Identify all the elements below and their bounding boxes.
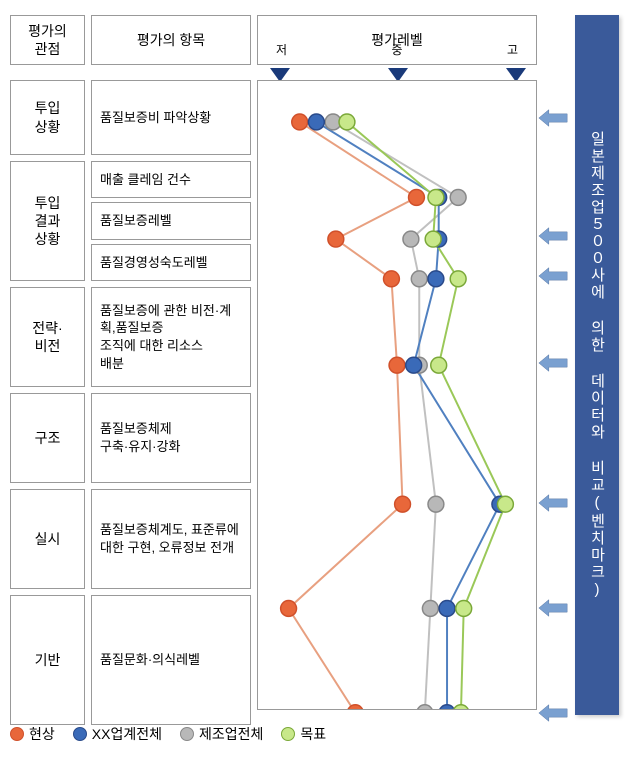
item-cell: 품질보증체계도, 표준류에 대한 구현, 오류정보 전개 xyxy=(91,489,251,589)
table-row: 구조품질보증체제 구축·유지·강화 xyxy=(10,393,251,483)
series-marker xyxy=(417,705,433,709)
legend-label: 목표 xyxy=(300,724,326,744)
series-marker xyxy=(439,705,455,709)
chart-svg xyxy=(258,81,536,709)
series-marker xyxy=(403,231,419,247)
item-column: 품질보증에 관한 비전·계획,품질보증 조직에 대한 리소스 배분 xyxy=(91,287,251,387)
series-marker xyxy=(450,271,466,287)
legend-dot-icon xyxy=(281,727,295,741)
evaluation-chart xyxy=(257,80,537,710)
series-marker xyxy=(339,114,355,130)
header-row: 평가의 관점 평가의 항목 평가레벨 저 중 고 xyxy=(10,15,537,65)
legend-item: XX업계전체 xyxy=(73,724,162,744)
legend-item: 현상 xyxy=(10,724,55,744)
arrow-left-icon xyxy=(536,226,570,246)
item-cell: 품질보증비 파악상황 xyxy=(91,80,251,155)
series-marker xyxy=(450,189,466,205)
series-marker xyxy=(281,601,297,617)
legend-item: 목표 xyxy=(281,724,326,744)
series-marker xyxy=(456,601,472,617)
legend-dot-icon xyxy=(10,727,24,741)
item-cell: 품질보증체제 구축·유지·강화 xyxy=(91,393,251,483)
viewpoint-cell: 투입 결과 상황 xyxy=(10,161,85,281)
series-line xyxy=(289,122,417,709)
arrow-left-icon xyxy=(536,493,570,513)
item-cell: 품질문화·의식레벨 xyxy=(91,595,251,725)
viewpoint-cell: 투입 상황 xyxy=(10,80,85,155)
series-marker xyxy=(428,496,444,512)
legend: 현상 XX업계전체 제조업전체 목표 xyxy=(10,724,326,744)
viewpoint-cell: 기반 xyxy=(10,595,85,725)
series-line xyxy=(316,122,499,709)
legend-item: 제조업전체 xyxy=(180,724,263,744)
series-marker xyxy=(409,189,425,205)
legend-label: 현상 xyxy=(29,724,55,744)
header-viewpoint: 평가의 관점 xyxy=(10,15,85,65)
table-row: 투입 상황품질보증비 파악상황 xyxy=(10,80,251,155)
series-marker xyxy=(328,231,344,247)
arrow-left-icon xyxy=(536,703,570,723)
legend-label: 제조업전체 xyxy=(199,724,263,744)
series-marker xyxy=(389,357,405,373)
series-marker xyxy=(411,271,427,287)
table-row: 전략· 비전품질보증에 관한 비전·계획,품질보증 조직에 대한 리소스 배분 xyxy=(10,287,251,387)
legend-dot-icon xyxy=(73,727,87,741)
header-item: 평가의 항목 xyxy=(91,15,251,65)
series-marker xyxy=(439,601,455,617)
body-rows: 투입 상황품질보증비 파악상황투입 결과 상황매출 클레임 건수품질보증레벨품질… xyxy=(10,80,251,731)
viewpoint-cell: 구조 xyxy=(10,393,85,483)
series-marker xyxy=(395,496,411,512)
table-row: 실시품질보증체계도, 표준류에 대한 구현, 오류정보 전개 xyxy=(10,489,251,589)
series-marker xyxy=(422,601,438,617)
level-mid: 중 xyxy=(391,43,402,59)
series-marker xyxy=(431,357,447,373)
viewpoint-cell: 실시 xyxy=(10,489,85,589)
item-cell: 매출 클레임 건수 xyxy=(91,161,251,198)
level-low: 저 xyxy=(276,43,287,59)
series-marker xyxy=(428,271,444,287)
item-cell: 품질보증레벨 xyxy=(91,202,251,239)
side-banner: 일본제조업５００사에 의한 데이터와 비교(벤치마크) xyxy=(575,15,619,715)
item-column: 품질보증체계도, 표준류에 대한 구현, 오류정보 전개 xyxy=(91,489,251,589)
level-high: 고 xyxy=(507,43,518,59)
series-marker xyxy=(497,496,513,512)
series-marker xyxy=(428,189,444,205)
item-column: 품질문화·의식레벨 xyxy=(91,595,251,725)
series-marker xyxy=(292,114,308,130)
series-marker xyxy=(308,114,324,130)
arrow-left-icon xyxy=(536,266,570,286)
series-marker xyxy=(406,357,422,373)
legend-label: XX업계전체 xyxy=(92,724,162,744)
header-level: 평가레벨 저 중 고 xyxy=(257,15,537,65)
item-cell: 품질경영성숙도레벨 xyxy=(91,244,251,281)
viewpoint-cell: 전략· 비전 xyxy=(10,287,85,387)
series-marker xyxy=(453,705,469,709)
item-column: 품질보증체제 구축·유지·강화 xyxy=(91,393,251,483)
arrow-left-icon xyxy=(536,353,570,373)
item-column: 품질보증비 파악상황 xyxy=(91,80,251,155)
table-row: 기반품질문화·의식레벨 xyxy=(10,595,251,725)
arrow-left-icon xyxy=(536,108,570,128)
item-cell: 품질보증에 관한 비전·계획,품질보증 조직에 대한 리소스 배분 xyxy=(91,287,251,387)
table-row: 투입 결과 상황매출 클레임 건수품질보증레벨품질경영성숙도레벨 xyxy=(10,161,251,281)
series-marker xyxy=(383,271,399,287)
item-column: 매출 클레임 건수품질보증레벨품질경영성숙도레벨 xyxy=(91,161,251,281)
legend-dot-icon xyxy=(180,727,194,741)
level-labels: 저 중 고 xyxy=(258,43,536,59)
series-marker xyxy=(425,231,441,247)
arrow-left-icon xyxy=(536,598,570,618)
